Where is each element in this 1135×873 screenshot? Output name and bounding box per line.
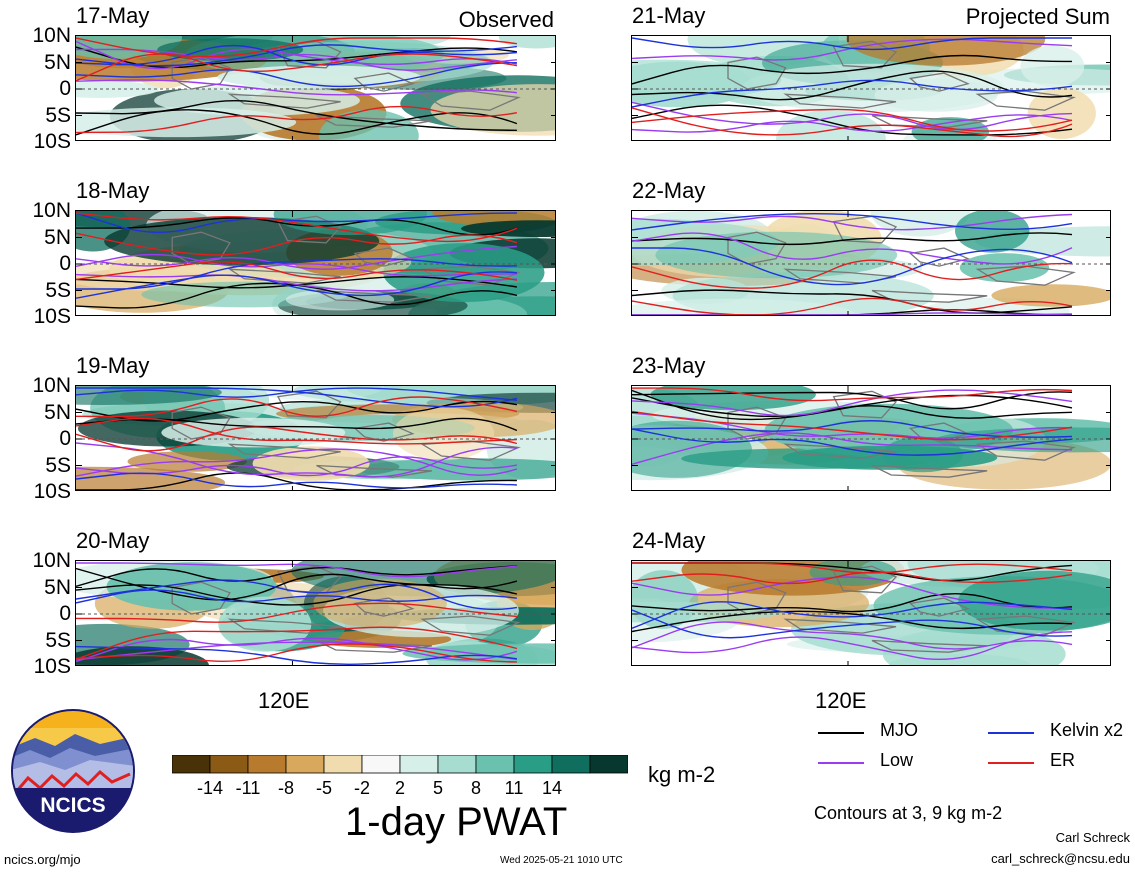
lat-label: 0 [59, 77, 71, 100]
legend-label: MJO [880, 720, 918, 740]
lat-label: 5N [44, 400, 71, 424]
colorbar-tick: -14 [196, 778, 223, 798]
colorbar-swatch [475, 755, 515, 774]
lat-label: 5N [44, 225, 71, 249]
lon-label-left: 120E [258, 688, 310, 713]
footer-email: carl_schreck@ncsu.edu [991, 851, 1130, 866]
lat-label: 10S [33, 305, 71, 328]
lat-label: 5S [45, 628, 71, 652]
lat-label: 5S [45, 103, 71, 127]
panel-date-observed-1: 17-May [76, 3, 150, 28]
colorbar-swatch [589, 755, 628, 774]
colorbar-swatch [172, 755, 211, 774]
map-panel-projected-2 [631, 210, 1111, 316]
colorbar-tick: 5 [432, 778, 443, 798]
lat-label: 5N [44, 50, 71, 74]
panel-date-projected-2: 22-May [632, 178, 706, 203]
footer-url: ncics.org/mjo [4, 852, 81, 867]
map-panel-projected-3 [631, 385, 1111, 491]
map-panel-observed-4 [75, 560, 556, 666]
lat-label: 5S [45, 453, 71, 477]
legend-label: Kelvin x2 [1050, 720, 1124, 740]
legend-line-1 [988, 732, 1034, 734]
legend-line-0 [818, 732, 864, 734]
panel-date-observed-3: 19-May [76, 353, 150, 378]
legend-label: Low [880, 750, 914, 770]
ncics-logo: NCICS [10, 708, 136, 834]
colorbar-swatch [209, 755, 249, 774]
lat-label: 10S [33, 480, 71, 503]
map-panel-projected-1 [631, 35, 1111, 141]
lat-label: 10N [32, 374, 71, 397]
footer-timestamp: Wed 2025-05-21 1010 UTC [500, 855, 623, 866]
lat-label: 0 [59, 427, 71, 450]
colorbar-swatch [513, 755, 553, 774]
colorbar-tick: -8 [277, 778, 294, 798]
map-panel-observed-1 [75, 35, 556, 141]
panel-date-projected-3: 23-May [632, 353, 706, 378]
legend-line-2 [818, 762, 864, 764]
colorbar-title: 1-day PWAT [345, 800, 568, 844]
panel-date-projected-1: 21-May [632, 3, 706, 28]
colorbar [172, 755, 628, 774]
lat-label: 10N [32, 199, 71, 222]
colorbar-swatch [437, 755, 477, 774]
projected-title: Projected Sum [965, 4, 1110, 29]
lon-label-right: 120E [815, 688, 867, 713]
legend-note: Contours at 3, 9 kg m-2 [814, 803, 1003, 823]
colorbar-tick: 8 [470, 778, 481, 798]
logo-text: NCICS [40, 794, 105, 817]
colorbar-tick: -2 [353, 778, 370, 798]
observed-title: Observed [458, 7, 554, 32]
colorbar-swatch [361, 755, 401, 774]
lat-label: 5S [45, 278, 71, 302]
colorbar-swatch [399, 755, 439, 774]
footer-author: Carl Schreck [1055, 830, 1130, 845]
ncics-logo-icon: NCICS [11, 709, 135, 833]
colorbar-tick: 14 [541, 778, 563, 798]
lat-label: 0 [59, 602, 71, 625]
lat-label: 0 [59, 252, 71, 275]
lat-label: 10N [32, 24, 71, 47]
map-panel-projected-4 [631, 560, 1111, 666]
map-panel-observed-3 [75, 385, 556, 491]
colorbar-tick: 11 [504, 778, 524, 798]
panel-date-observed-2: 18-May [76, 178, 150, 203]
legend-label: ER [1050, 750, 1076, 770]
lat-label: 10S [33, 130, 71, 153]
colorbar-units: kg m-2 [648, 762, 716, 787]
colorbar-swatch [285, 755, 325, 774]
colorbar-tick: -5 [315, 778, 332, 798]
colorbar-swatch [323, 755, 363, 774]
panel-date-observed-4: 20-May [76, 528, 150, 553]
colorbar-tick: 2 [394, 778, 405, 798]
lat-label: 5N [44, 575, 71, 599]
legend-line-3 [988, 762, 1034, 764]
colorbar-tick: -11 [235, 778, 261, 798]
colorbar-swatch [551, 755, 591, 774]
colorbar-swatch [247, 755, 287, 774]
lat-label: 10N [32, 549, 71, 572]
map-panel-observed-2 [75, 210, 556, 316]
panel-date-projected-4: 24-May [632, 528, 706, 553]
lat-label: 10S [33, 655, 71, 678]
